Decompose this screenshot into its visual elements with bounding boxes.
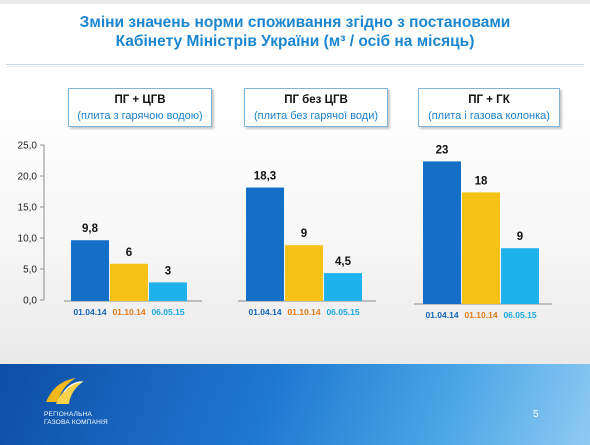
- date-label: 01.04.14: [425, 310, 458, 320]
- bar: [462, 192, 500, 304]
- category-subtitle-3: (плита і газова колонка): [428, 110, 550, 122]
- y-tick-label: 25,0: [18, 141, 38, 152]
- date-label: 06.05.15: [151, 307, 184, 317]
- category-box-3: ПГ + ГК (плита і газова колонка): [418, 88, 560, 127]
- category-title-3: ПГ + ГК: [468, 94, 510, 106]
- y-tick-label: 20,0: [18, 172, 38, 183]
- y-tick-label: 10,0: [18, 234, 38, 245]
- y-tick-label: 5,0: [23, 265, 37, 276]
- date-label: 06.05.15: [503, 310, 536, 320]
- logo-caption-line-1: РЕГІОНАЛЬНА: [44, 411, 92, 418]
- bar: [324, 273, 362, 301]
- slide-title-line-2: Кабінету Міністрів України (м³ / осіб на…: [115, 33, 475, 50]
- bar: [285, 245, 323, 301]
- page-number: 5: [533, 409, 539, 420]
- logo-caption-line-2: ГАЗОВА КОМПАНІЯ: [44, 419, 108, 426]
- slide-title-line-1: Зміни значень норми споживання згідно з …: [79, 14, 511, 31]
- bar: [501, 248, 539, 304]
- footer-band: [0, 364, 590, 445]
- bar-value-label: 4,5: [335, 256, 352, 268]
- title-divider-shadow: [6, 66, 584, 67]
- date-label: 01.04.14: [248, 307, 281, 317]
- top-border: [0, 0, 590, 4]
- bar-value-label: 9: [517, 231, 523, 243]
- category-box-1: ПГ + ЦГВ (плита з гарячою водою): [68, 88, 212, 127]
- bar-value-label: 23: [436, 144, 449, 156]
- bar: [423, 161, 461, 304]
- category-subtitle-1: (плита з гарячою водою): [77, 110, 203, 122]
- date-label: 01.10.14: [464, 310, 497, 320]
- bar-value-label: 18,3: [254, 171, 276, 183]
- bar: [149, 282, 187, 301]
- date-label: 06.05.15: [326, 307, 359, 317]
- company-logo-icon: [46, 378, 84, 404]
- date-label: 01.10.14: [112, 307, 145, 317]
- bar: [71, 240, 109, 301]
- date-label: 01.04.14: [73, 307, 106, 317]
- category-title-1: ПГ + ЦГВ: [114, 94, 166, 106]
- bar-value-label: 9: [301, 228, 307, 240]
- bar-chart: 0,0 5,0 10,0 15,0 20,0 25,0 9,8 01.04.14 6 01.10.…: [18, 141, 552, 320]
- bar: [246, 187, 284, 301]
- bar-value-label: 6: [126, 247, 132, 259]
- category-title-2: ПГ без ЦГВ: [284, 94, 348, 106]
- y-tick-label: 15,0: [18, 203, 38, 214]
- date-label: 01.10.14: [287, 307, 320, 317]
- bar: [110, 263, 148, 301]
- bar-value-label: 9,8: [82, 223, 99, 235]
- title-divider: [6, 64, 584, 65]
- category-box-2: ПГ без ЦГВ (плита без гарячої води): [244, 88, 388, 127]
- category-subtitle-2: (плита без гарячої води): [253, 110, 379, 122]
- bar-value-label: 18: [475, 175, 488, 187]
- y-tick-label: 0,0: [23, 296, 37, 307]
- logo-caption: РЕГІОНАЛЬНА ГАЗОВА КОМПАНІЯ: [44, 411, 108, 427]
- bar-value-label: 3: [165, 265, 171, 277]
